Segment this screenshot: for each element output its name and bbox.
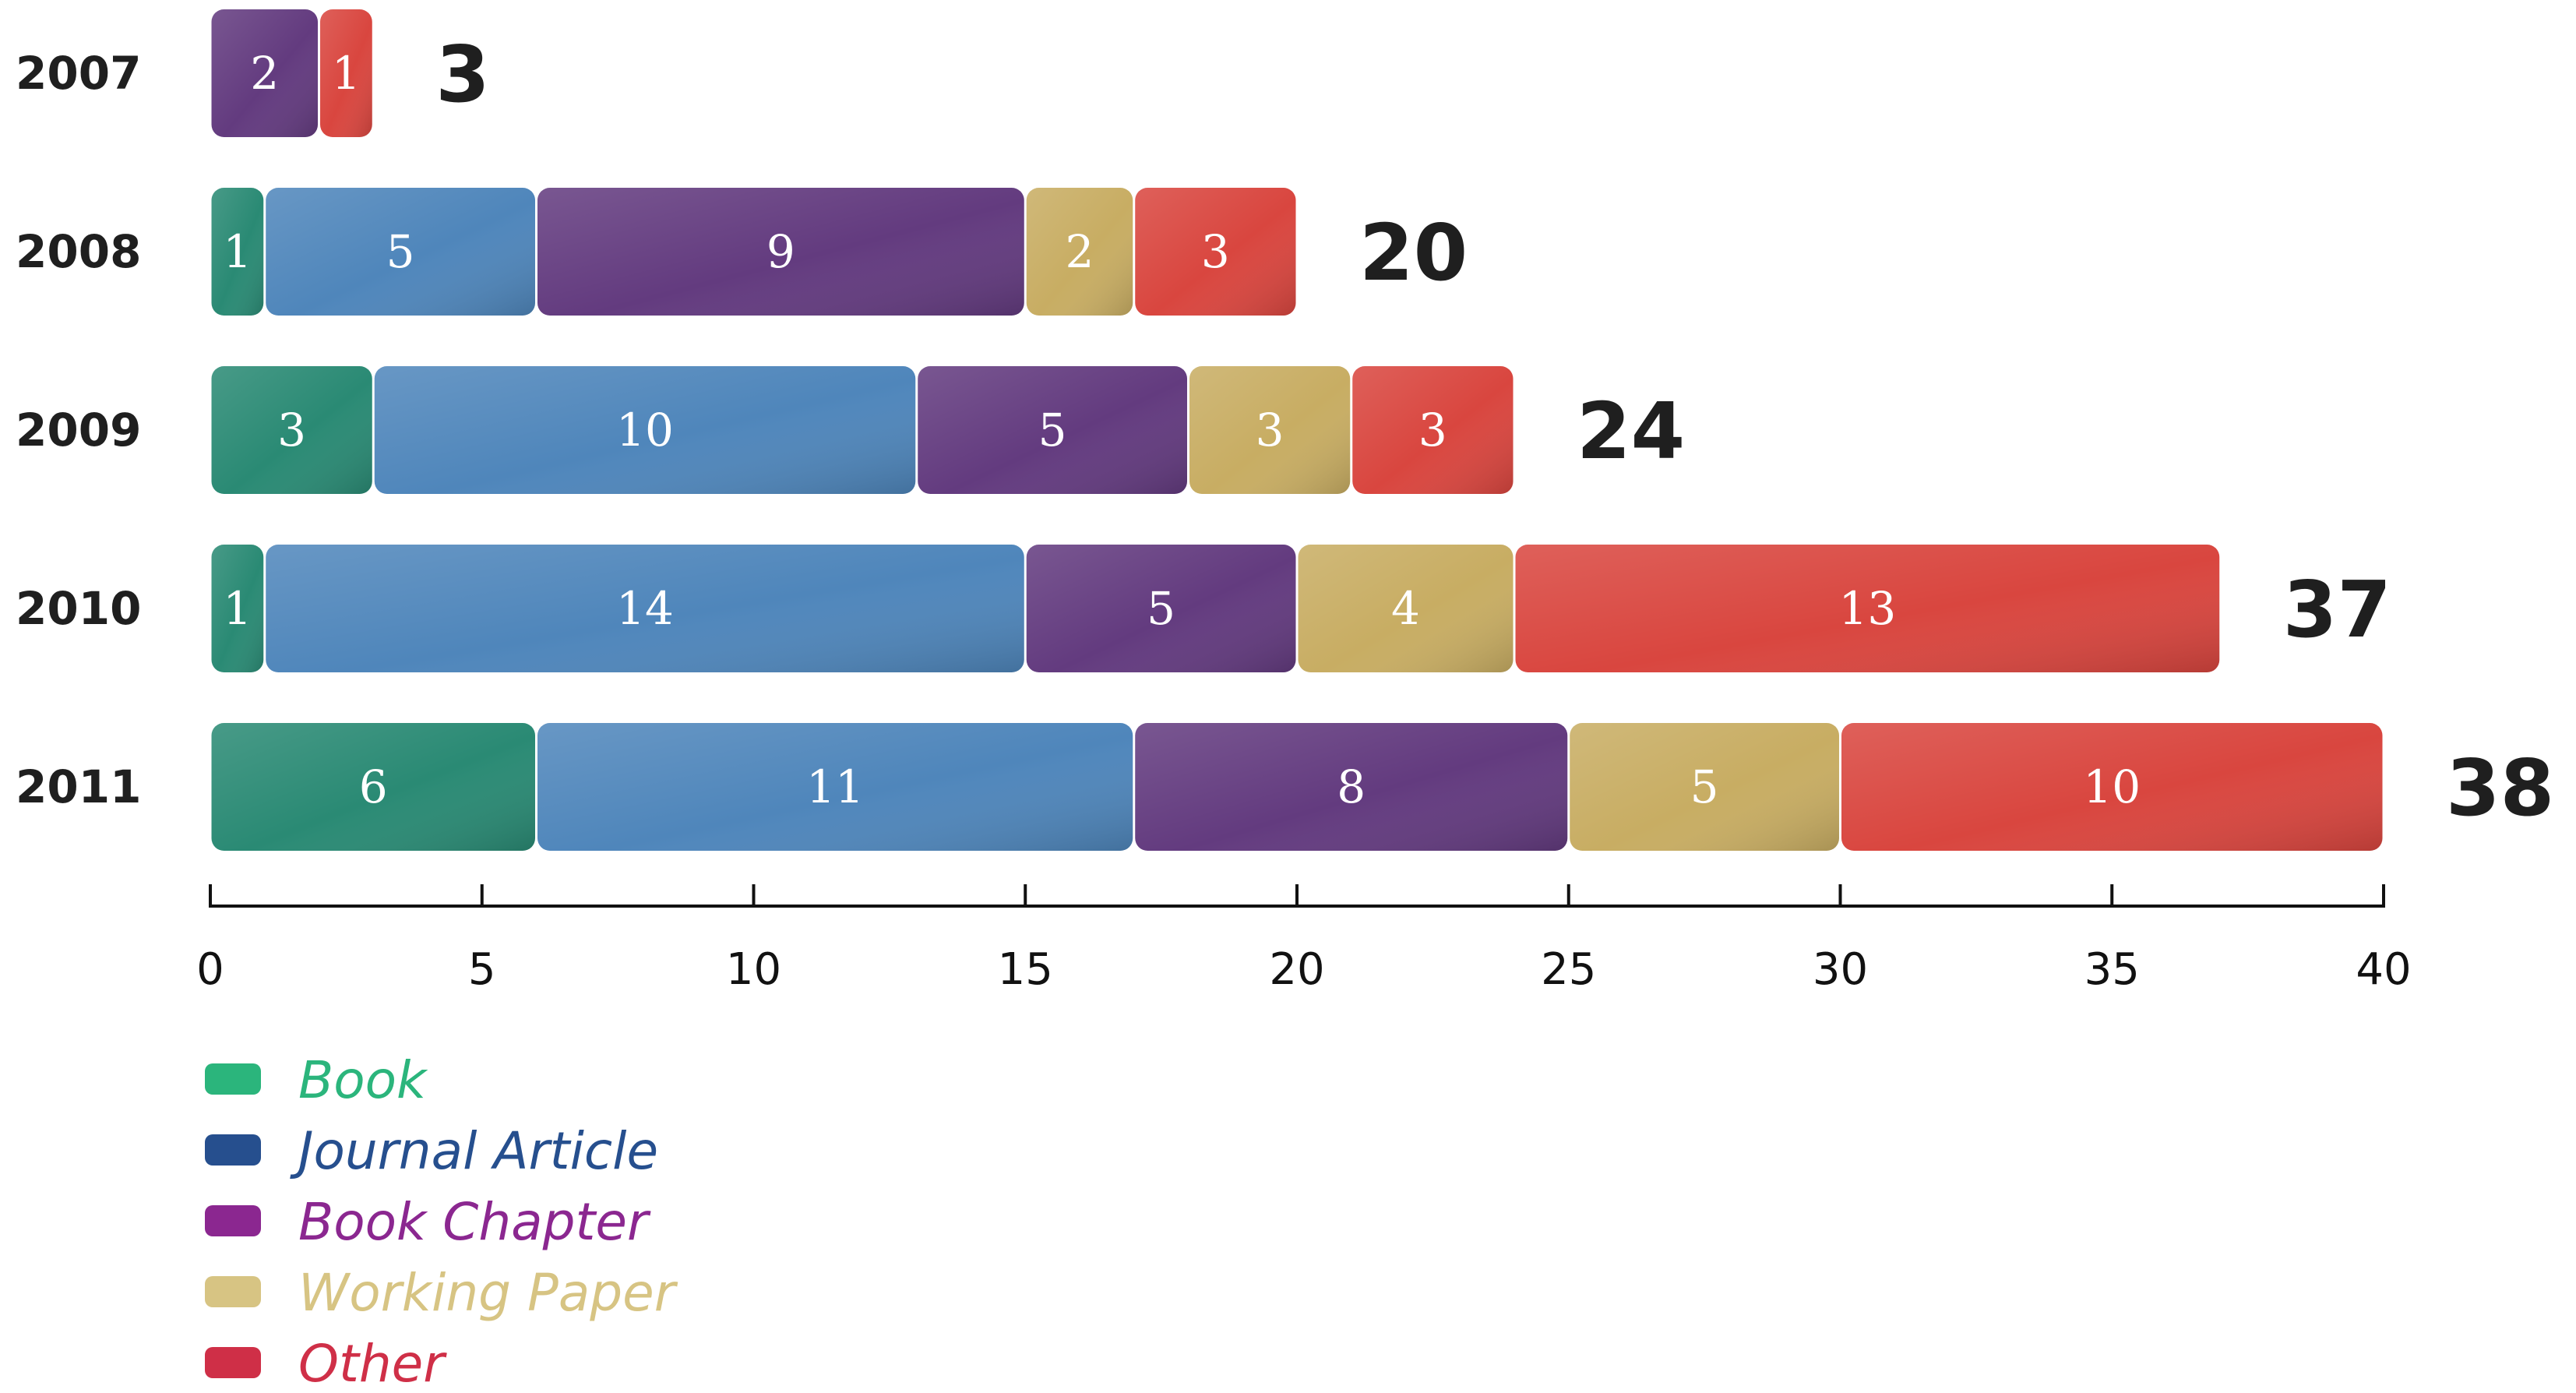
bar-segment-shading xyxy=(537,723,1133,851)
total-label: 3 xyxy=(435,29,490,120)
total-label: 20 xyxy=(1359,207,1468,298)
bar-segment-shading xyxy=(1570,723,1839,851)
segment-value-label: 6 xyxy=(359,760,388,813)
bar-segment-shading xyxy=(1298,545,1514,672)
segment-value-label: 3 xyxy=(1256,404,1284,457)
x-tick-label: 5 xyxy=(468,944,496,995)
segment-value-label: 5 xyxy=(1038,404,1067,457)
bar-segment-shading xyxy=(1515,545,2220,672)
bar-segment-shading xyxy=(1026,545,1296,672)
legend-swatch xyxy=(205,1063,261,1095)
x-tick-label: 30 xyxy=(1813,944,1868,995)
legend-label: Journal Article xyxy=(290,1121,658,1181)
x-tick-label: 10 xyxy=(726,944,781,995)
x-tick-label: 40 xyxy=(2356,944,2411,995)
legend-item-working-paper: Working Paper xyxy=(205,1263,678,1323)
segment-value-label: 3 xyxy=(1418,404,1447,457)
segment-value-label: 1 xyxy=(332,47,361,100)
year-label: 2009 xyxy=(16,404,141,457)
legend-swatch xyxy=(205,1276,261,1307)
segment-value-label: 10 xyxy=(2083,760,2141,813)
bar-row-2008: 2008 1 5 9 2 3 20 xyxy=(16,188,1468,316)
x-tick-label: 15 xyxy=(998,944,1053,995)
legend-item-book: Book xyxy=(205,1050,428,1110)
bar-segment-shading xyxy=(918,366,1187,494)
segment-value-label: 5 xyxy=(1690,760,1719,813)
total-label: 38 xyxy=(2446,742,2554,834)
x-axis: 0 5 10 15 20 25 30 35 40 xyxy=(196,884,2412,995)
legend-swatch xyxy=(205,1205,261,1236)
bar-segment-shading xyxy=(211,188,264,316)
bar-segment-shading xyxy=(266,545,1024,672)
segment-value-label: 3 xyxy=(1201,225,1230,278)
segment-value-label: 10 xyxy=(616,404,674,457)
x-tick-label: 35 xyxy=(2084,944,2140,995)
segment-value-label: 8 xyxy=(1337,760,1366,813)
legend-swatch xyxy=(205,1347,261,1378)
legend-swatch xyxy=(205,1134,261,1166)
legend: Book Journal Article Book Chapter Working P… xyxy=(205,1050,678,1393)
bar-segment-shading xyxy=(1841,723,2383,851)
bar-row-2009: 2009 3 10 5 3 3 24 xyxy=(16,366,1685,494)
bar-segment-shading xyxy=(1189,366,1351,494)
bar-segment-shading xyxy=(537,188,1024,316)
bar-row-2010: 2010 1 14 5 4 13 37 xyxy=(16,545,2391,672)
segment-value-label: 5 xyxy=(386,225,415,278)
year-label: 2008 xyxy=(16,225,141,278)
total-label: 24 xyxy=(1577,386,1685,477)
bar-segment-shading xyxy=(211,545,264,672)
bar-segment-shading xyxy=(1135,188,1296,316)
legend-label: Book xyxy=(298,1050,428,1110)
x-tick-label: 20 xyxy=(1269,944,1324,995)
legend-label: Working Paper xyxy=(298,1263,678,1323)
bar-segment-shading xyxy=(1352,366,1514,494)
segment-value-label: 2 xyxy=(250,47,279,100)
bar-segment-shading xyxy=(374,366,916,494)
segment-value-label: 1 xyxy=(223,225,252,278)
bar-segment-shading xyxy=(211,723,535,851)
x-tick-label: 25 xyxy=(1541,944,1596,995)
year-label: 2010 xyxy=(16,582,141,635)
segment-value-label: 4 xyxy=(1391,582,1420,635)
segment-value-label: 13 xyxy=(1838,582,1896,635)
bar-segment-shading xyxy=(211,9,318,137)
year-label: 2007 xyxy=(16,47,141,100)
x-tick-label: 0 xyxy=(196,944,224,995)
legend-label: Book Chapter xyxy=(298,1192,651,1252)
segment-value-label: 3 xyxy=(277,404,306,457)
segment-value-label: 5 xyxy=(1147,582,1175,635)
total-label: 37 xyxy=(2283,564,2391,655)
segment-value-label: 9 xyxy=(766,225,795,278)
bar-row-2011: 2011 6 11 8 5 10 38 xyxy=(16,723,2554,851)
bar-segment-shading xyxy=(1135,723,1568,851)
bar-segment-shading xyxy=(266,188,535,316)
segment-value-label: 14 xyxy=(616,582,674,635)
bar-segment-shading xyxy=(211,366,372,494)
legend-label: Other xyxy=(298,1334,447,1393)
bar-segment-shading xyxy=(320,9,372,137)
bar-row-2007: 2007 2 1 3 xyxy=(16,9,490,137)
legend-item-book-chapter: Book Chapter xyxy=(205,1192,651,1252)
segment-value-label: 11 xyxy=(806,760,864,813)
year-label: 2011 xyxy=(16,760,141,813)
legend-item-other: Other xyxy=(205,1334,447,1393)
bar-segment-shading xyxy=(1026,188,1133,316)
legend-item-journal-article: Journal Article xyxy=(205,1121,658,1181)
segment-value-label: 2 xyxy=(1066,225,1094,278)
segment-value-label: 1 xyxy=(223,582,252,635)
